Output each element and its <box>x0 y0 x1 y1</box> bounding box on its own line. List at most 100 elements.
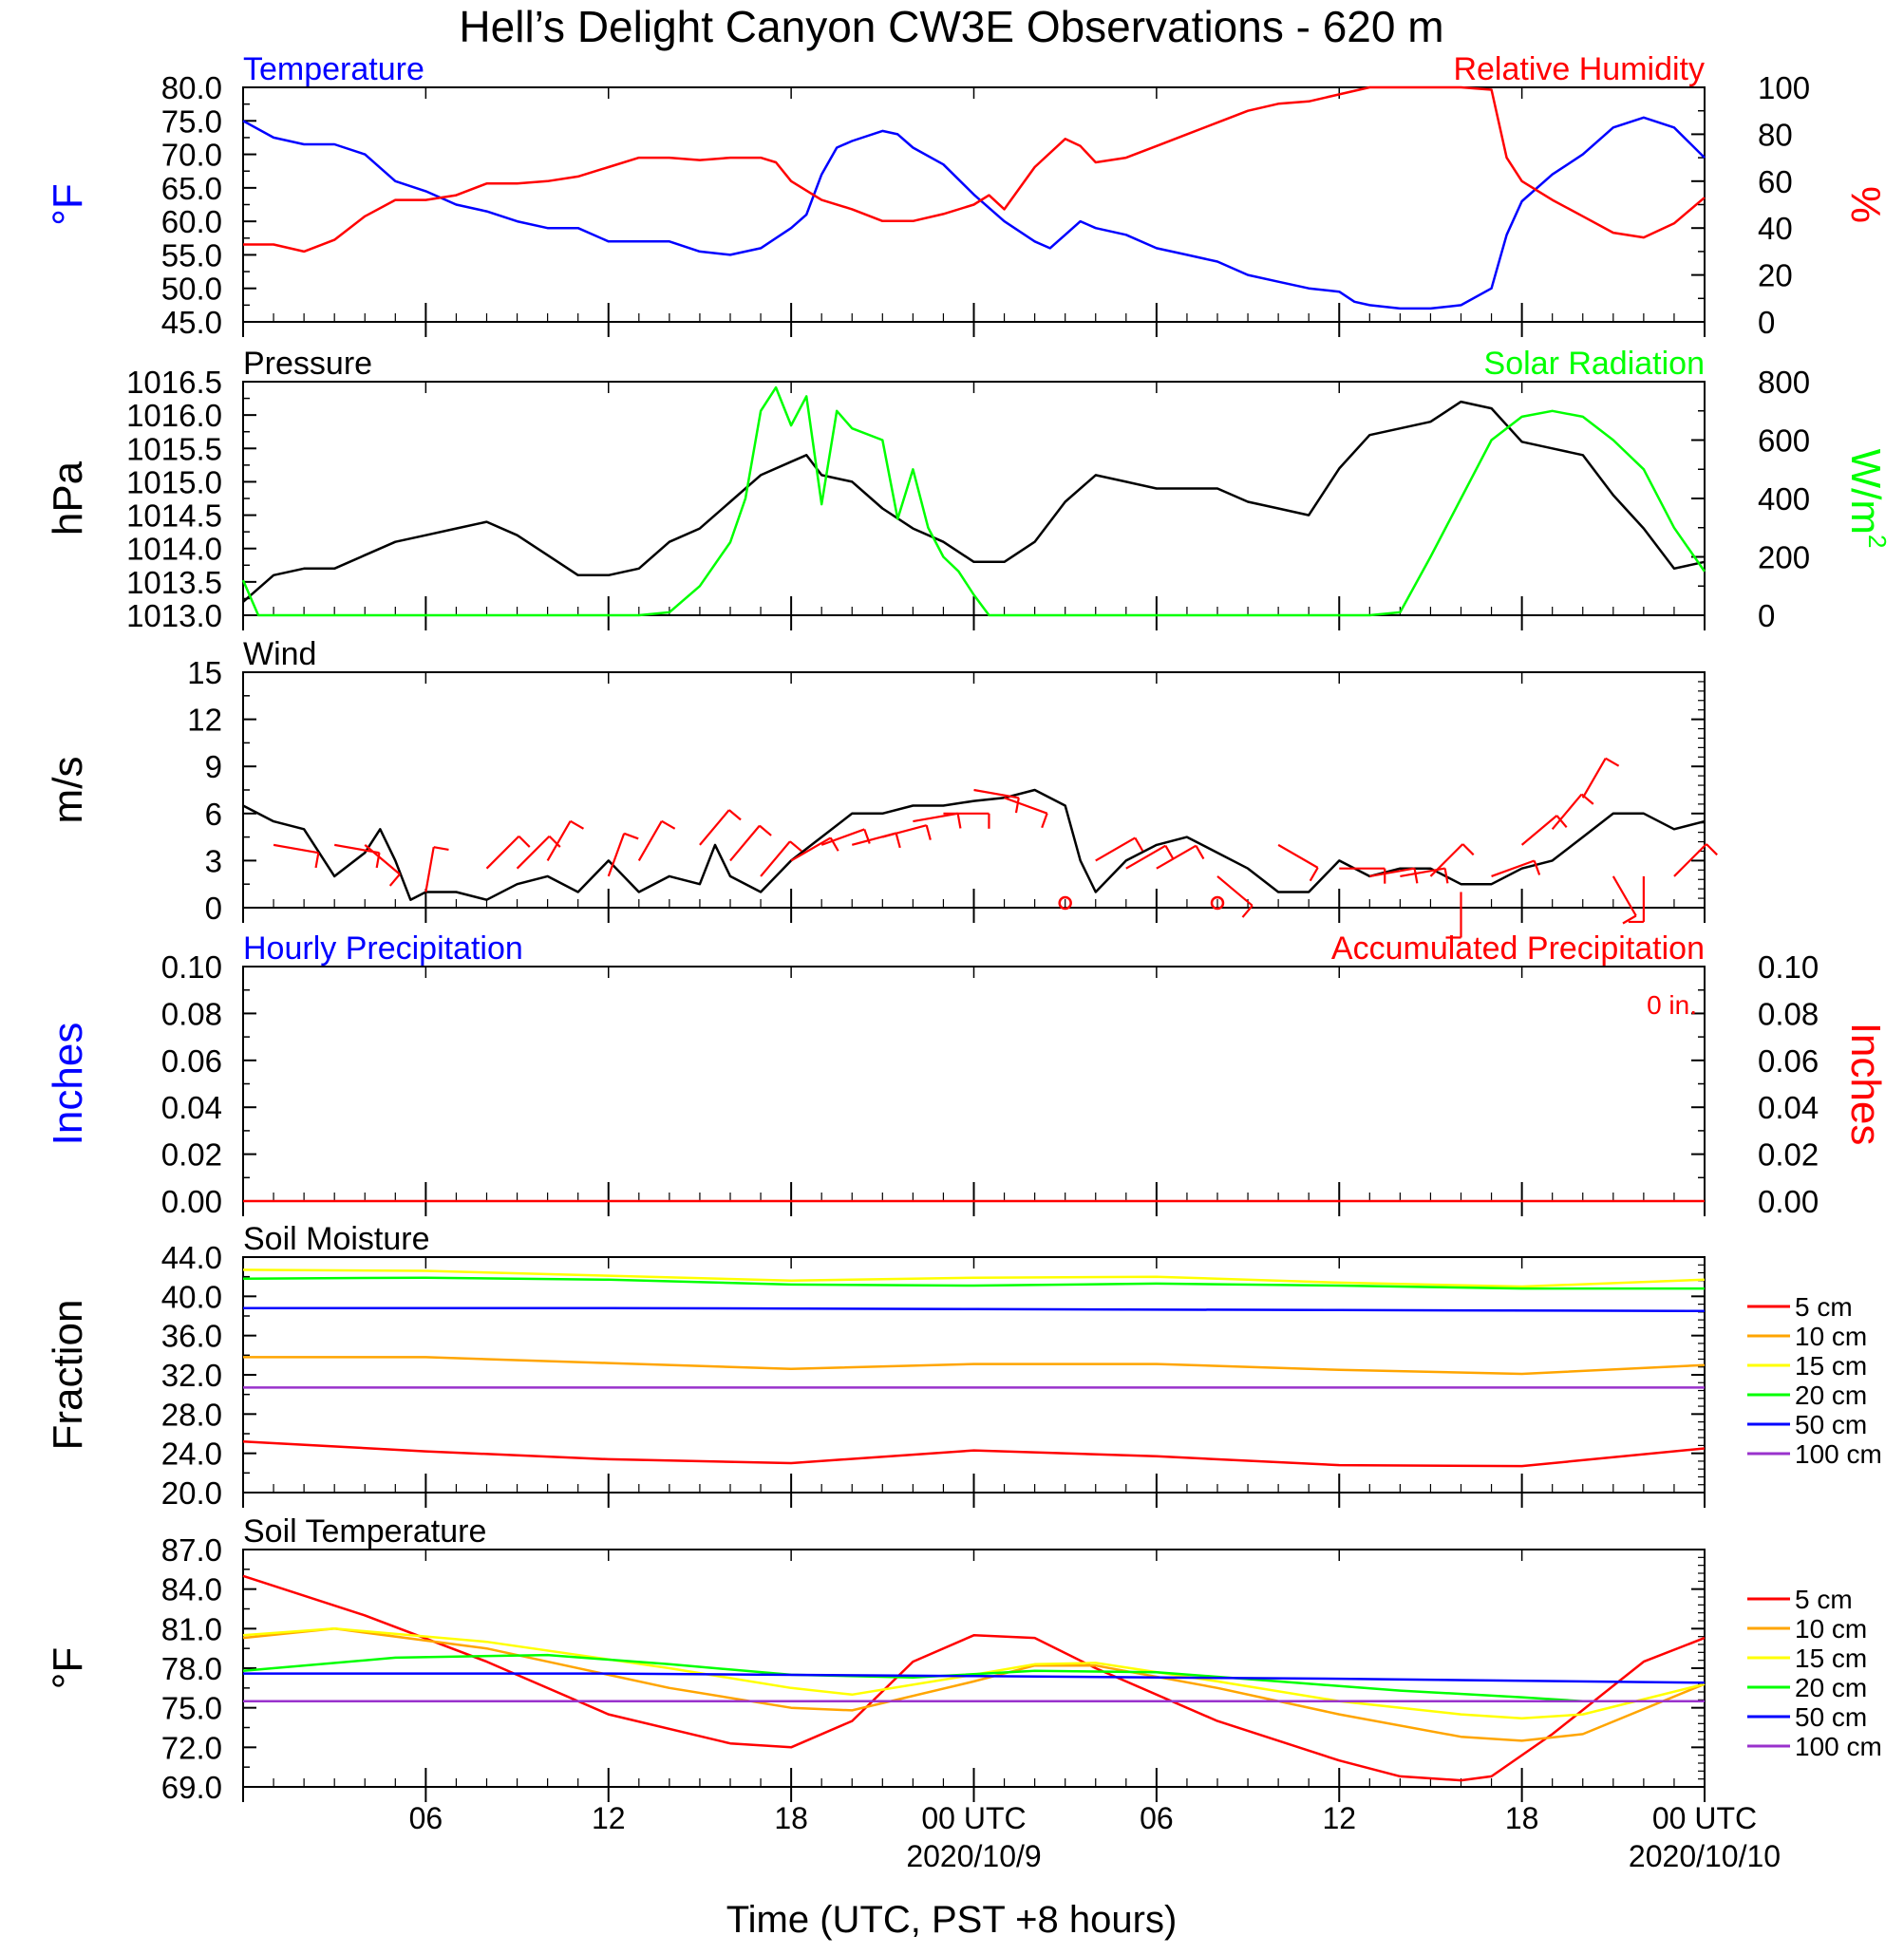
wind-barb <box>333 843 381 869</box>
y-tick-label: 36.0 <box>161 1319 222 1354</box>
y-tick-label: 0.02 <box>161 1137 222 1173</box>
y-right-tick-label: 400 <box>1758 481 1810 517</box>
series-line-15-cm <box>242 1268 1706 1288</box>
y-tick-label: 0.06 <box>161 1043 222 1079</box>
panel-right-title: Solar Radiation <box>1484 346 1705 382</box>
y-right-tick-label: 0.00 <box>1758 1184 1819 1219</box>
wind-barb <box>973 788 1020 814</box>
panel-left-title: Pressure <box>243 346 372 382</box>
y-right-tick-label: 0.10 <box>1758 949 1819 985</box>
x-tick-label: 18 <box>1505 1801 1539 1835</box>
y-right-axis-label: % <box>1842 186 1889 223</box>
y-tick-label: 72.0 <box>161 1730 222 1765</box>
series-line-1 <box>242 116 1706 310</box>
panel-left-title: Soil Moisture <box>243 1221 430 1257</box>
y-tick-label: 12 <box>187 703 222 738</box>
x-date-label: 2020/10/10 <box>1629 1839 1781 1873</box>
y-tick-label: 40.0 <box>161 1279 222 1314</box>
y-tick-label: 6 <box>205 797 222 832</box>
panel-left-title: Soil Temperature <box>243 1513 486 1550</box>
y-tick-label: 44.0 <box>161 1240 222 1275</box>
y-right-axis-label: Inches <box>1842 1023 1889 1146</box>
wind-barb <box>546 819 585 861</box>
wind-barb <box>699 809 742 846</box>
y-tick-label: 1013.5 <box>126 565 222 600</box>
calm-wind-marker <box>1058 895 1072 911</box>
series-line-1 <box>242 788 1706 901</box>
panel-2: 1016.51016.01015.51015.01014.51014.01013… <box>45 346 1892 633</box>
y-tick-label: 70.0 <box>161 138 222 173</box>
panel-4: 0.10 0.08 0.06 0.04 0.02 0.00 0.10 0.08 0.06 0.04… <box>45 930 1889 1219</box>
legend-label: 5 cm <box>1795 1585 1853 1614</box>
y-tick-label: 32.0 <box>161 1358 222 1393</box>
x-tick-label: 12 <box>1322 1801 1356 1835</box>
legend-label: 20 cm <box>1795 1381 1867 1410</box>
series-line-5-cm <box>242 1574 1706 1782</box>
y-tick-label: 1016.5 <box>126 365 222 400</box>
x-tick-label: 06 <box>1140 1801 1174 1835</box>
series-line-10-cm <box>242 1627 1706 1742</box>
y-tick-label: 60.0 <box>161 204 222 239</box>
wind-barb <box>1095 836 1144 862</box>
series-line-15-cm <box>242 1627 1706 1720</box>
y-axis-label: °F <box>45 183 91 225</box>
y-right-tick-label: 800 <box>1758 365 1810 400</box>
series-line-10-cm <box>243 1356 1706 1376</box>
y-tick-label: 24.0 <box>161 1437 222 1472</box>
y-tick-label: 1016.0 <box>126 398 222 433</box>
y-tick-label: 9 <box>205 749 222 784</box>
series-line-50-cm <box>243 1672 1706 1684</box>
legend-label: 50 cm <box>1795 1410 1867 1439</box>
wind-barb <box>1369 867 1419 884</box>
wind-barb <box>1125 844 1175 870</box>
y-tick-label: 1014.0 <box>126 532 222 567</box>
plot-frame <box>242 381 1706 616</box>
wind-barb <box>364 844 401 887</box>
y-axis-label: m/s <box>45 757 91 824</box>
y-tick-label: 80.0 <box>161 70 222 105</box>
y-right-tick-label: 40 <box>1758 211 1793 246</box>
y-right-axis-label: W/m2 <box>1842 449 1892 549</box>
wind-barb <box>1277 843 1319 882</box>
y-right-tick-label: 600 <box>1758 423 1810 459</box>
y-tick-label: 3 <box>205 843 222 878</box>
wind-barb <box>424 846 449 892</box>
y-right-tick-label: 200 <box>1758 540 1810 575</box>
y-right-tick-label: 0.04 <box>1758 1090 1819 1125</box>
chart-title: Hell’s Delight Canyon CW3E Observations … <box>459 2 1443 51</box>
plot-frame <box>242 1549 1706 1788</box>
wind-barb <box>943 812 990 829</box>
plot-frame <box>242 1256 1706 1494</box>
y-tick-label: 20.0 <box>161 1475 222 1511</box>
y-right-tick-label: 60 <box>1758 164 1793 199</box>
wind-barb <box>1673 843 1718 877</box>
y-tick-label: 1015.0 <box>126 464 222 499</box>
series-line-2 <box>243 85 1706 254</box>
y-right-tick-label: 0 <box>1758 598 1775 633</box>
series-line-50-cm <box>243 1306 1706 1313</box>
calm-wind-marker <box>1210 895 1225 911</box>
panel-right-title: Accumulated Precipitation <box>1331 930 1705 967</box>
wind-barb <box>607 832 639 877</box>
wind-barb <box>760 840 802 877</box>
series-line-2 <box>241 385 1706 617</box>
wind-barb <box>1339 867 1386 884</box>
x-tick-label: 12 <box>592 1801 626 1835</box>
y-axis-label: °F <box>45 1647 91 1689</box>
legend-label: 15 cm <box>1795 1351 1867 1381</box>
series-line-20-cm <box>242 1276 1705 1290</box>
y-tick-label: 1014.5 <box>126 498 222 534</box>
y-tick-label: 75.0 <box>161 1691 222 1726</box>
x-tick-label: 18 <box>774 1801 808 1835</box>
series-line-20-cm <box>242 1653 1705 1702</box>
y-tick-label: 45.0 <box>161 305 222 340</box>
legend-label: 10 cm <box>1795 1322 1867 1351</box>
y-tick-label: 1015.5 <box>126 431 222 466</box>
y-tick-label: 75.0 <box>161 103 222 139</box>
wind-barb <box>790 836 839 862</box>
y-tick-label: 0.04 <box>161 1090 222 1125</box>
wind-barb <box>1429 843 1475 877</box>
panel-3: 15 12 9 6 3 0 Wind m/s <box>45 636 1718 939</box>
panel-5: 44.0 40.0 36.0 32.0 28.0 24.020.0 Soil Moistur… <box>45 1221 1882 1511</box>
